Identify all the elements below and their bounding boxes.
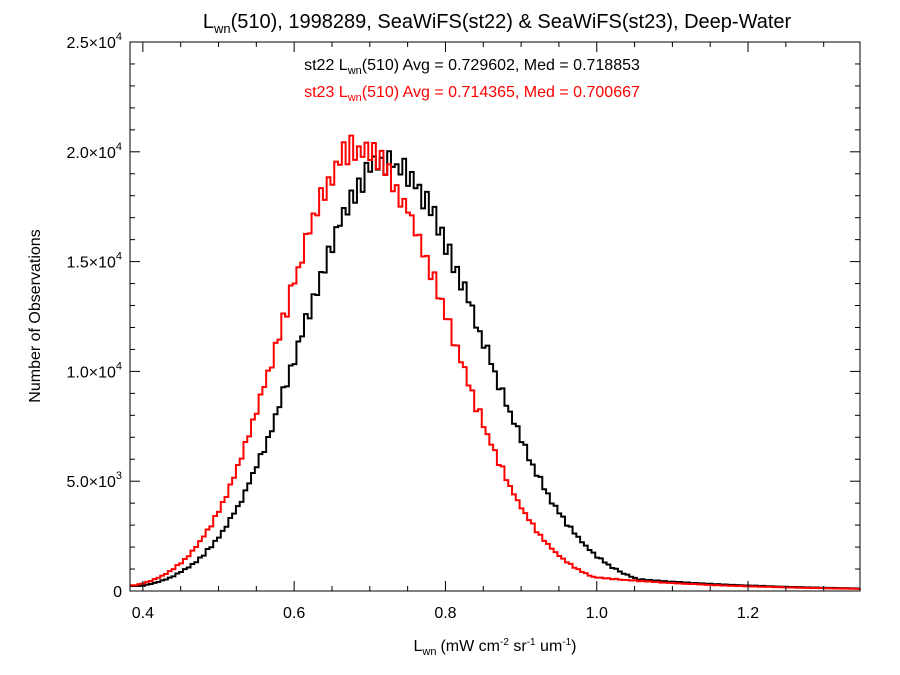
annotation-st23-pre: st23 L	[304, 84, 348, 101]
annotation-st23-post: (510) Avg = 0.714365, Med = 0.700667	[362, 84, 640, 101]
y-tick-label: 2.5×104	[66, 31, 122, 52]
x-tick-label: 1.0	[586, 605, 608, 622]
y-axis-label: Number of Observations	[27, 229, 44, 402]
series-st23-histogram	[130, 134, 861, 590]
plot-frame	[129, 41, 861, 592]
x-axis-label-units: (mW cm	[440, 638, 500, 655]
annotation-st22: st22 Lwn(510) Avg = 0.729602, Med = 0.71…	[304, 57, 640, 77]
annotation-st23: st23 Lwn(510) Avg = 0.714365, Med = 0.70…	[304, 84, 640, 104]
x-axis-label-sup1: -2	[500, 637, 509, 648]
x-axis-label-mid1: sr	[509, 638, 527, 655]
y-tick-label: 1.5×104	[66, 251, 122, 272]
chart-title-sub: wn	[213, 21, 231, 36]
x-tick-label: 0.6	[283, 605, 305, 622]
x-tick-label: 0.8	[434, 605, 456, 622]
x-axis-label-main: L	[414, 638, 423, 655]
series-layer	[130, 134, 861, 590]
tick-layer: 0.4 0.6 0.8 1.0 1.2 0 5.0×103 1.0×104 1.5×104 2.0…	[66, 31, 860, 622]
x-tick-label: 1.2	[737, 605, 759, 622]
annotation-st22-post: (510) Avg = 0.729602, Med = 0.718853	[362, 57, 640, 74]
annotation-st22-pre: st22 L	[304, 57, 348, 74]
x-axis-label-sup2: -1	[527, 637, 536, 648]
y-tick-label: 0	[113, 584, 122, 601]
x-axis-label-sub: wn	[421, 646, 436, 658]
y-tick-label: 2.0×104	[66, 141, 122, 162]
series-st22-histogram	[130, 150, 860, 590]
x-tick-label: 0.4	[132, 605, 154, 622]
annotation-st23-sub: wn	[347, 92, 362, 104]
x-axis-label-sup3: -1	[562, 637, 571, 648]
chart-title-rest: (510), 1998289, SeaWiFS(st22) & SeaWiFS(…	[231, 11, 792, 33]
y-tick-label: 5.0×103	[66, 470, 122, 491]
y-tick-label: 1.0×104	[66, 360, 122, 381]
x-axis-label-mid2: um	[536, 638, 563, 655]
chart-title-main: L	[203, 11, 214, 33]
annotation-st22-sub: wn	[347, 65, 362, 77]
x-axis-label: Lwn (mW cm-2 sr-1 um-1)	[414, 637, 577, 658]
x-axis-label-end: )	[571, 638, 576, 655]
chart-title: Lwn(510), 1998289, SeaWiFS(st22) & SeaWi…	[203, 11, 792, 36]
